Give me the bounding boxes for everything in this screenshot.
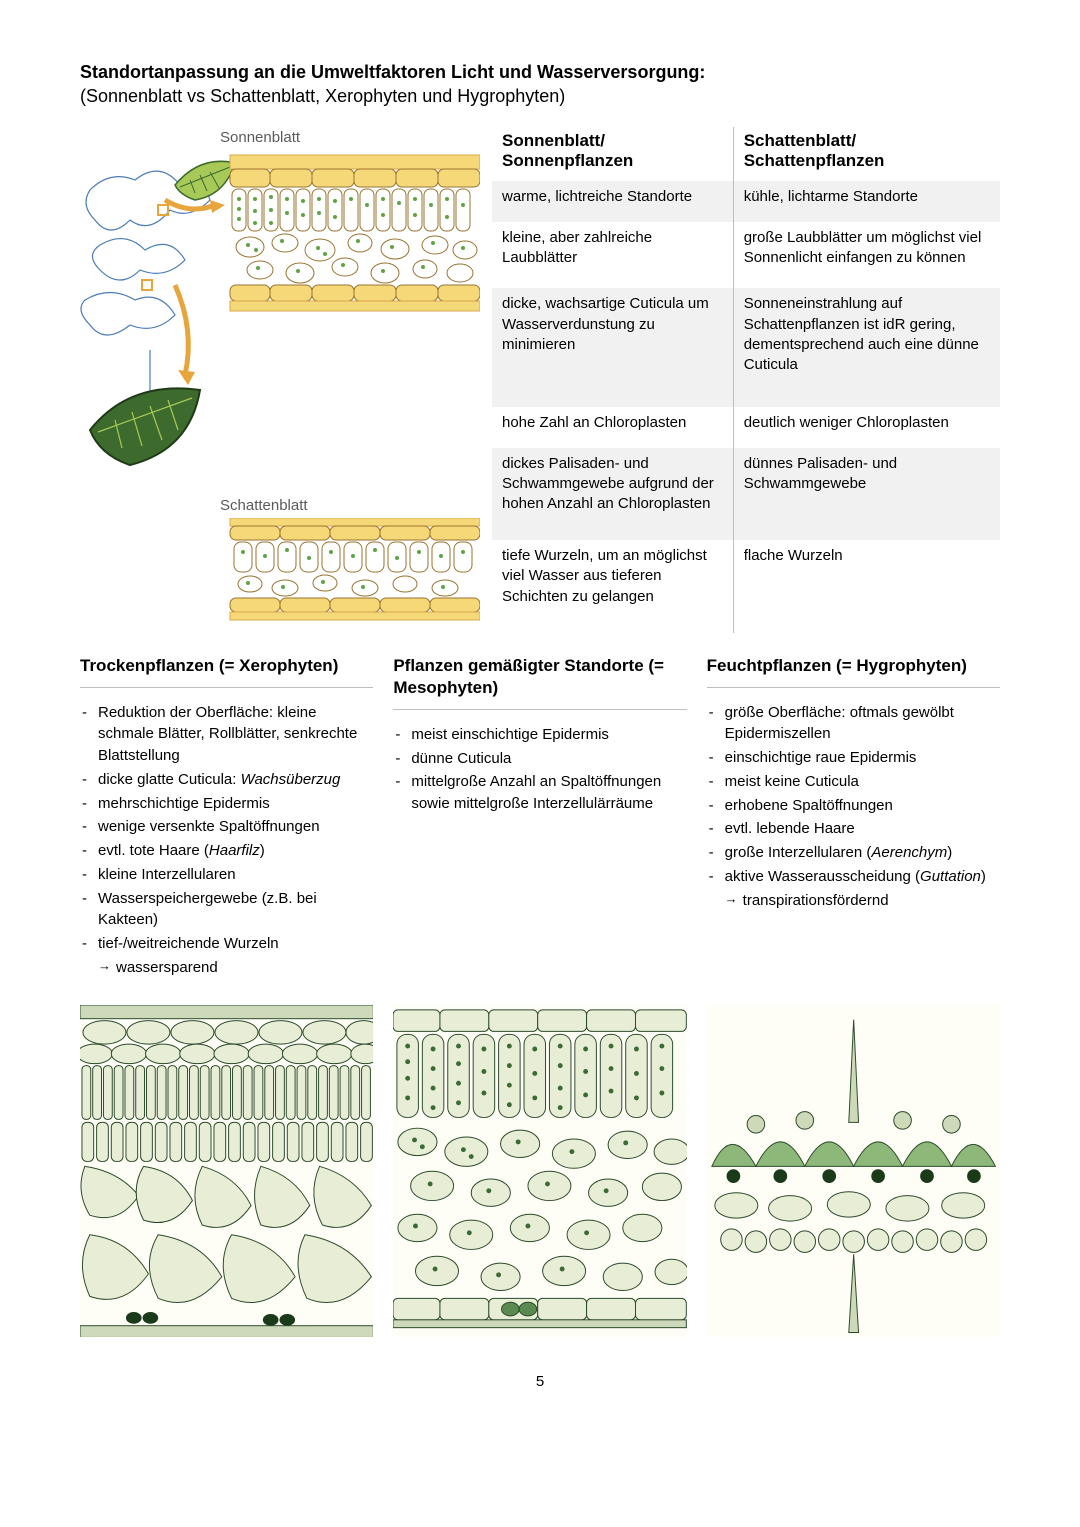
hygrophyte-cross-section (707, 1005, 1000, 1337)
diagram-label-shade: Schattenblatt (220, 497, 480, 514)
leaf-diagram-svg (80, 150, 480, 490)
compare-cell-sun: tiefe Wurzeln, um an möglichst viel Wass… (492, 540, 733, 633)
top-row: Sonnenblatt (80, 127, 1000, 633)
compare-cell-shade: flache Wurzeln (733, 540, 1000, 633)
compare-header-sun: Sonnenblatt/ Sonnenpflanzen (492, 127, 733, 181)
list-item: wassersparend (80, 957, 373, 979)
meso-heading: Pflanzen gemäßigter Standorte (= Mesophy… (393, 655, 686, 710)
list-item: große Interzellularen (Aerenchym) (707, 842, 1000, 864)
xerophyte-column: Trockenpflanzen (= Xerophyten) Reduktion… (80, 655, 373, 981)
xero-heading: Trockenpflanzen (= Xerophyten) (80, 655, 373, 688)
title-block: Standortanpassung an die Umweltfaktoren … (80, 60, 1000, 109)
compare-cell-shade: dünnes Palisaden- und Schwammgewebe (733, 448, 1000, 540)
compare-cell-sun: dickes Palisaden- und Schwammgewebe aufg… (492, 448, 733, 540)
list-item: erhobene Spaltöffnungen (707, 795, 1000, 817)
compare-row: dicke, wachsartige Cuticula um Wasserver… (492, 288, 1000, 406)
page-subtitle: (Sonnenblatt vs Schattenblatt, Xerophyte… (80, 84, 1000, 108)
diagram-label-sun: Sonnenblatt (220, 129, 480, 146)
list-item: tief-/weitreichende Wurzeln (80, 933, 373, 955)
mesophyte-column: Pflanzen gemäßigter Standorte (= Mesophy… (393, 655, 686, 981)
list-item: evtl. lebende Haare (707, 818, 1000, 840)
compare-row: kleine, aber zahlreiche Laubblättergroße… (492, 222, 1000, 289)
compare-cell-shade: Sonneneinstrahlung auf Schattenpflanzen … (733, 288, 1000, 406)
list-item: größe Oberfläche: oftmals gewölbt Epider… (707, 702, 1000, 746)
plant-type-columns: Trockenpflanzen (= Xerophyten) Reduktion… (80, 655, 1000, 981)
page-title-bold: Standortanpassung an die Umweltfaktoren … (80, 60, 1000, 84)
mesophyte-cross-section (393, 1005, 686, 1337)
hygrophyte-column: Feuchtpflanzen (= Hygrophyten) größe Obe… (707, 655, 1000, 981)
comparison-table: Sonnenblatt/ Sonnenpflanzen Schattenblat… (492, 127, 1000, 633)
hygro-list: größe Oberfläche: oftmals gewölbt Epider… (707, 702, 1000, 912)
list-item: evtl. tote Haare (Haarfilz) (80, 840, 373, 862)
page-number: 5 (80, 1373, 1000, 1390)
shade-leaf-svg (80, 518, 480, 628)
hygro-heading: Feuchtpflanzen (= Hygrophyten) (707, 655, 1000, 688)
xerophyte-cross-section (80, 1005, 373, 1337)
list-item: dünne Cuticula (393, 748, 686, 770)
list-item: aktive Wasserausscheidung (Guttation) (707, 866, 1000, 888)
compare-row: tiefe Wurzeln, um an möglichst viel Wass… (492, 540, 1000, 633)
list-item: wenige versenkte Spaltöffnungen (80, 816, 373, 838)
compare-cell-sun: dicke, wachsartige Cuticula um Wasserver… (492, 288, 733, 406)
compare-header-shade: Schattenblatt/ Schattenpflanzen (733, 127, 1000, 181)
list-item: dicke glatte Cuticula: Wachsüberzug (80, 769, 373, 791)
compare-cell-shade: deutlich weniger Chloroplasten (733, 407, 1000, 448)
compare-cell-sun: kleine, aber zahlreiche Laubblätter (492, 222, 733, 289)
compare-row: hohe Zahl an Chloroplastendeutlich wenig… (492, 407, 1000, 448)
compare-cell-sun: hohe Zahl an Chloroplasten (492, 407, 733, 448)
meso-list: meist einschichtige Epidermisdünne Cutic… (393, 724, 686, 815)
xero-list: Reduktion der Oberfläche: kleine schmale… (80, 702, 373, 979)
list-item: meist keine Cuticula (707, 771, 1000, 793)
compare-cell-shade: große Laubblätter um möglichst viel Sonn… (733, 222, 1000, 289)
list-item: Wasserspeichergewebe (z.B. bei Kakteen) (80, 888, 373, 932)
list-item: mittelgroße Anzahl an Spaltöffnungen sow… (393, 771, 686, 815)
cross-section-row (80, 1005, 1000, 1337)
list-item: meist einschichtige Epidermis (393, 724, 686, 746)
list-item: Reduktion der Oberfläche: kleine schmale… (80, 702, 373, 767)
list-item: mehrschichtige Epidermis (80, 793, 373, 815)
leaf-diagram-column: Sonnenblatt (80, 127, 480, 633)
compare-row: dickes Palisaden- und Schwammgewebe aufg… (492, 448, 1000, 540)
list-item: kleine Interzellularen (80, 864, 373, 886)
compare-row: warme, lichtreiche Standortekühle, licht… (492, 181, 1000, 222)
list-item: transpirationsfördernd (707, 890, 1000, 912)
list-item: einschichtige raue Epidermis (707, 747, 1000, 769)
compare-cell-shade: kühle, lichtarme Standorte (733, 181, 1000, 222)
compare-cell-sun: warme, lichtreiche Standorte (492, 181, 733, 222)
